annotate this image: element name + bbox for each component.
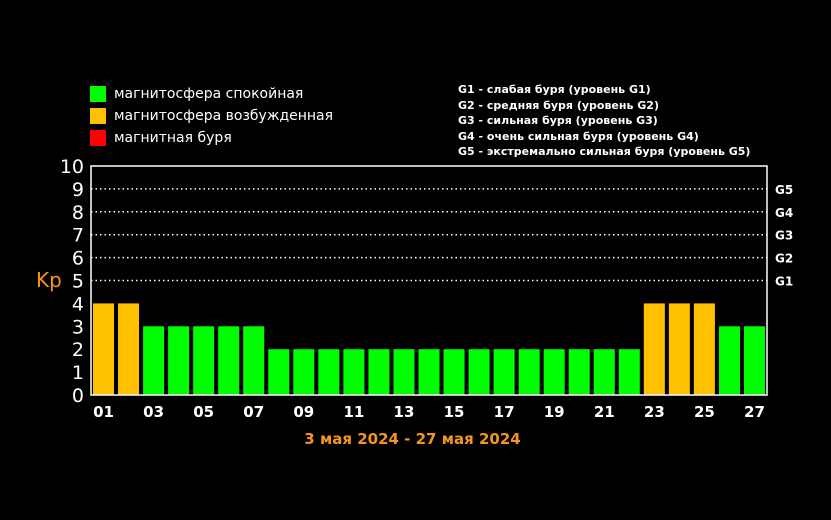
y-tick-label: 5 <box>72 271 84 293</box>
bar-day-6 <box>218 326 240 395</box>
y-tick-label: 0 <box>72 385 84 407</box>
y-tick-label: 1 <box>72 362 84 384</box>
x-tick-label: 15 <box>444 403 465 421</box>
bar-day-14 <box>418 349 440 395</box>
plot-frame <box>90 165 768 396</box>
storm-level-g1: G1 - слабая буря (уровень G1) <box>458 83 651 96</box>
x-tick-label: 19 <box>544 403 565 421</box>
right-tick-g1: G1 <box>775 275 793 289</box>
bar-day-20 <box>568 349 590 395</box>
legend-item-quiet: магнитосфера спокойная <box>90 83 333 105</box>
bar-day-27 <box>743 326 765 395</box>
x-tick-label: 01 <box>93 403 114 421</box>
x-tick-label: 13 <box>394 403 415 421</box>
legend-label: магнитосфера спокойная <box>114 86 304 102</box>
x-tick-label: 05 <box>193 403 214 421</box>
bar-day-1 <box>93 303 115 395</box>
legend-label: магнитосфера возбужденная <box>114 108 334 124</box>
bar-day-26 <box>718 326 740 395</box>
x-tick-label: 25 <box>694 403 715 421</box>
y-tick-label: 3 <box>72 316 84 338</box>
bar-day-13 <box>393 349 415 395</box>
right-tick-g3: G3 <box>775 229 793 243</box>
x-tick-label: 07 <box>243 403 264 421</box>
right-tick-g5: G5 <box>775 183 793 197</box>
x-tick-label: 03 <box>143 403 164 421</box>
bar-day-19 <box>543 349 565 395</box>
bar-day-3 <box>143 326 165 395</box>
bar-day-15 <box>443 349 465 395</box>
swatch-storm <box>90 130 106 146</box>
bar-day-25 <box>693 303 715 395</box>
x-tick-label: 27 <box>744 403 765 421</box>
storm-level-g3: G3 - сильная буря (уровень G3) <box>458 114 658 127</box>
bar-day-18 <box>518 349 540 395</box>
bar-day-22 <box>618 349 640 395</box>
x-tick-label: 11 <box>343 403 364 421</box>
y-axis-label: Kp <box>36 268 62 292</box>
bar-day-24 <box>668 303 690 395</box>
bar-day-11 <box>343 349 365 395</box>
swatch-quiet <box>90 86 106 102</box>
y-tick-label: 10 <box>60 156 84 178</box>
bar-day-21 <box>593 349 615 395</box>
y-tick-label: 8 <box>72 202 84 224</box>
storm-level-g4: G4 - очень сильная буря (уровень G4) <box>458 129 699 143</box>
bar-day-9 <box>293 349 315 395</box>
x-tick-label: 23 <box>644 403 665 421</box>
bar-day-23 <box>643 303 665 395</box>
storm-level-legend: G1 - слабая буря (уровень G1) G2 - средн… <box>458 82 750 160</box>
right-tick-g2: G2 <box>775 252 793 266</box>
bar-day-8 <box>268 349 290 395</box>
storm-level-g2: G2 - средняя буря (уровень G2) <box>458 98 659 112</box>
bar-day-2 <box>118 303 140 395</box>
bar-day-4 <box>168 326 190 395</box>
x-tick-label: 17 <box>494 403 515 421</box>
legend-item-storm: магнитная буря <box>90 127 333 149</box>
bar-day-12 <box>368 349 390 395</box>
bar-day-16 <box>468 349 490 395</box>
legend-item-excited: магнитосфера возбужденная <box>90 105 333 127</box>
y-tick-label: 7 <box>72 225 84 247</box>
swatch-excited <box>90 108 106 124</box>
y-tick-label: 4 <box>72 293 84 315</box>
color-legend: магнитосфера спокойная магнитосфера возб… <box>90 83 333 149</box>
bar-day-17 <box>493 349 515 395</box>
bar-day-7 <box>243 326 265 395</box>
bar-day-5 <box>193 326 215 395</box>
storm-level-g5: G5 - экстремально сильная буря (уровень … <box>458 145 751 158</box>
period-label: 3 мая 2024 - 27 мая 2024 <box>304 430 521 448</box>
right-tick-g4: G4 <box>775 206 793 220</box>
x-tick-label: 21 <box>594 403 615 421</box>
y-tick-label: 9 <box>72 179 84 201</box>
legend-label: магнитная буря <box>114 130 232 146</box>
bar-day-10 <box>318 349 340 395</box>
y-tick-label: 6 <box>72 248 84 270</box>
y-tick-label: 2 <box>72 339 84 361</box>
x-tick-label: 09 <box>293 403 314 421</box>
period-caption: 3 мая 2024 - 27 мая 2024 <box>0 430 831 448</box>
